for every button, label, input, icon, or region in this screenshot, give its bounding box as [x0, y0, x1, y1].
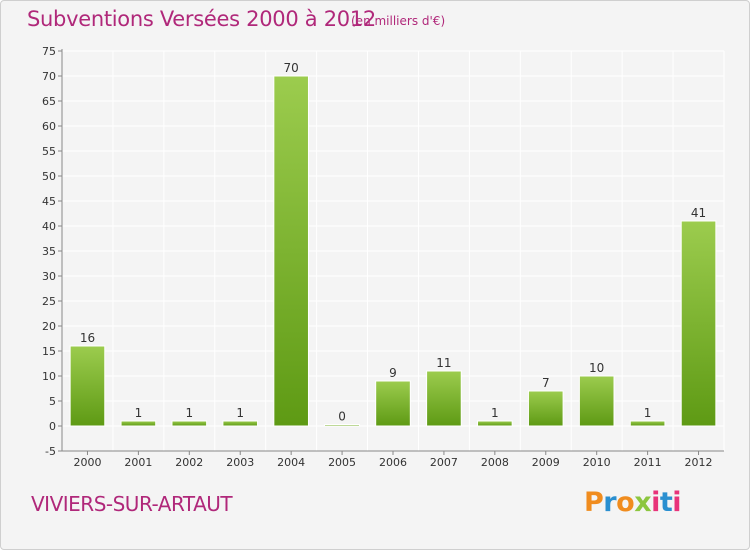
y-tick-label: 70	[42, 70, 56, 83]
proxiti-logo: Proxiti	[584, 487, 682, 518]
y-tick-label: 45	[42, 195, 56, 208]
data-label-2001: 1	[135, 406, 143, 420]
data-label-2002: 1	[185, 406, 193, 420]
data-label-2003: 1	[236, 406, 244, 420]
bar-2000	[69, 345, 106, 427]
bar-2005	[324, 424, 360, 427]
bar-2008	[477, 420, 513, 427]
x-tick-label: 2001	[124, 456, 152, 469]
bar-2011	[629, 420, 666, 427]
data-label-2005: 0	[338, 410, 346, 424]
y-tick-label: 5	[49, 395, 56, 408]
x-tick-label: 2011	[634, 456, 662, 469]
y-tick-label: -5	[45, 445, 56, 458]
y-tick-label: 35	[42, 245, 56, 258]
y-tick-label: 40	[42, 220, 56, 233]
chart-title: Subventions Versées 2000 à 2012	[27, 7, 376, 31]
x-tick-label: 2005	[328, 456, 356, 469]
bar-2006	[375, 380, 411, 427]
data-label-2012: 41	[691, 206, 706, 220]
y-tick-label: 15	[42, 345, 56, 358]
x-tick-label: 2003	[226, 456, 254, 469]
bar-2012	[680, 220, 717, 427]
y-tick-label: 10	[42, 370, 56, 383]
data-label-2011: 1	[644, 406, 652, 420]
data-label-2009: 7	[542, 376, 550, 390]
x-tick-label: 2009	[532, 456, 560, 469]
bar-2001	[120, 420, 157, 427]
chart-subtitle: (en milliers d'€)	[351, 14, 446, 28]
data-label-2008: 1	[491, 406, 499, 420]
bar-2009	[527, 390, 564, 427]
x-tick-label: 2007	[430, 456, 458, 469]
y-tick-label: 0	[49, 420, 56, 433]
x-tick-label: 2000	[73, 456, 101, 469]
x-tick-label: 2004	[277, 456, 305, 469]
x-tick-label: 2002	[175, 456, 203, 469]
y-tick-label: 20	[42, 320, 56, 333]
data-label-2006: 9	[389, 366, 397, 380]
y-tick-label: 75	[42, 45, 56, 58]
x-tick-label: 2006	[379, 456, 407, 469]
data-label-2007: 11	[436, 356, 451, 370]
x-tick-label: 2008	[481, 456, 509, 469]
bar-2007	[426, 370, 462, 427]
x-tick-label: 2010	[583, 456, 611, 469]
y-tick-label: 60	[42, 120, 56, 133]
y-tick-label: 65	[42, 95, 56, 108]
x-tick-label: 2012	[685, 456, 713, 469]
bar-2002	[171, 420, 208, 427]
data-label-2010: 10	[589, 361, 604, 375]
y-tick-label: 25	[42, 295, 56, 308]
y-tick-label: 50	[42, 170, 56, 183]
bar-2004	[273, 75, 309, 427]
y-tick-label: 30	[42, 270, 56, 283]
data-label-2000: 16	[80, 331, 95, 345]
bar-2010	[578, 375, 615, 427]
y-tick-label: 55	[42, 145, 56, 158]
town-name: VIVIERS-SUR-ARTAUT	[31, 492, 233, 516]
bar-2003	[222, 420, 259, 427]
data-label-2004: 70	[284, 61, 299, 75]
